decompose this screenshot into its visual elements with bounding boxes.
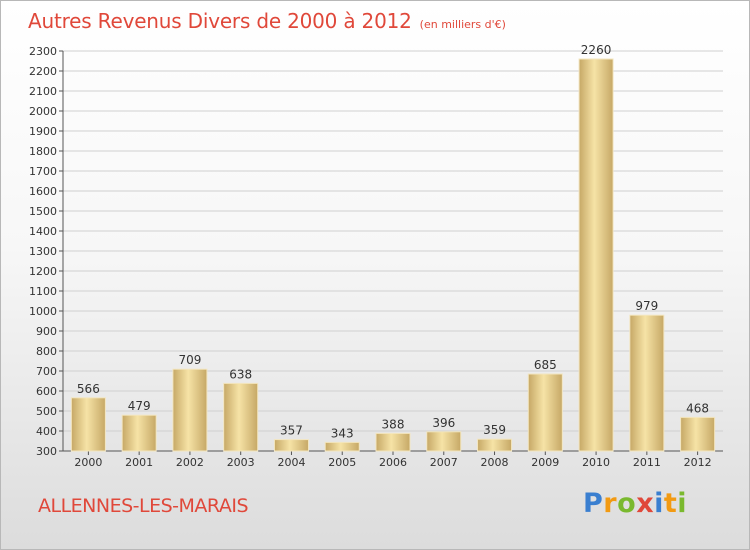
bar-2009 bbox=[527, 373, 563, 452]
y-tick-label: 300 bbox=[36, 445, 57, 458]
x-tick-label-2005: 2005 bbox=[328, 456, 356, 469]
y-tick-label: 1000 bbox=[29, 305, 57, 318]
y-tick-label: 800 bbox=[36, 345, 57, 358]
data-label-2008: 359 bbox=[483, 423, 506, 437]
grid-lines bbox=[63, 50, 723, 452]
y-tick-label: 2000 bbox=[29, 105, 57, 118]
y-tick-label: 600 bbox=[36, 385, 57, 398]
x-tick-label-2010: 2010 bbox=[582, 456, 610, 469]
y-tick-label: 1500 bbox=[29, 205, 57, 218]
logo-letter: i bbox=[677, 488, 688, 519]
y-tick-label: 1800 bbox=[29, 145, 57, 158]
bar-2010 bbox=[578, 58, 614, 452]
x-tick-label-2000: 2000 bbox=[74, 456, 102, 469]
chart-title-text: Autres Revenus Divers de 2000 à 2012 bbox=[28, 9, 412, 33]
logo-letter: r bbox=[603, 488, 618, 519]
bar-2006 bbox=[375, 432, 411, 452]
x-tick-label-2002: 2002 bbox=[176, 456, 204, 469]
y-tick-label: 1300 bbox=[29, 245, 57, 258]
x-tick-label-2008: 2008 bbox=[481, 456, 509, 469]
bar-2011 bbox=[629, 314, 665, 452]
y-tick-label: 1900 bbox=[29, 125, 57, 138]
data-label-2002: 709 bbox=[178, 353, 201, 367]
data-label-2007: 396 bbox=[432, 416, 455, 430]
data-label-2003: 638 bbox=[229, 367, 252, 381]
chart-subtitle: (en milliers d'€) bbox=[419, 18, 506, 31]
x-tick-label-2011: 2011 bbox=[633, 456, 661, 469]
data-labels: 566 479 709 638 357 343 388 396 359 685 2260 979 468 bbox=[77, 43, 709, 440]
y-tick-label: 2100 bbox=[29, 85, 57, 98]
place-name: ALLENNES-LES-MARAIS bbox=[38, 495, 249, 517]
logo-letter: x bbox=[636, 488, 655, 519]
y-tick-label: 2200 bbox=[29, 65, 57, 78]
x-tick-label-2012: 2012 bbox=[684, 456, 712, 469]
chart-title: Autres Revenus Divers de 2000 à 2012 (en … bbox=[28, 9, 506, 33]
x-tick-label-2001: 2001 bbox=[125, 456, 153, 469]
data-label-2009: 685 bbox=[534, 358, 557, 372]
bar-2003 bbox=[223, 382, 259, 452]
logo-letter: o bbox=[617, 488, 637, 519]
data-label-2012: 468 bbox=[686, 401, 709, 415]
bar-2001 bbox=[121, 414, 157, 452]
x-tick-label-2007: 2007 bbox=[430, 456, 458, 469]
data-label-2005: 343 bbox=[331, 426, 354, 440]
logo-letter: i bbox=[654, 488, 664, 519]
y-tick-label: 500 bbox=[36, 405, 57, 418]
bar-2004 bbox=[273, 439, 309, 452]
data-label-2006: 388 bbox=[382, 417, 405, 431]
bar-2008 bbox=[477, 438, 513, 452]
data-label-2011: 979 bbox=[635, 299, 658, 313]
y-tick-label: 400 bbox=[36, 425, 57, 438]
y-tick-label: 900 bbox=[36, 325, 57, 338]
y-tick-label: 700 bbox=[36, 365, 57, 378]
data-label-2010: 2260 bbox=[581, 43, 612, 57]
bar-2002 bbox=[172, 368, 208, 452]
logo-letter: P bbox=[583, 488, 604, 519]
x-tick-label-2009: 2009 bbox=[531, 456, 559, 469]
y-tick-label: 2300 bbox=[29, 45, 57, 58]
y-tick-label: 1600 bbox=[29, 185, 57, 198]
proxiti-logo[interactable]: Proxiti bbox=[583, 488, 687, 519]
bar-2007 bbox=[426, 431, 462, 452]
bar-2005 bbox=[324, 441, 360, 452]
data-label-2001: 479 bbox=[128, 399, 151, 413]
x-tick-label-2006: 2006 bbox=[379, 456, 407, 469]
x-tick-label-2004: 2004 bbox=[277, 456, 305, 469]
logo-letter: t bbox=[663, 488, 678, 519]
x-tick-label-2003: 2003 bbox=[227, 456, 255, 469]
y-tick-label: 1400 bbox=[29, 225, 57, 238]
bar-2000 bbox=[70, 397, 106, 452]
bar-2012 bbox=[680, 416, 716, 452]
data-label-2000: 566 bbox=[77, 382, 100, 396]
y-tick-label: 1200 bbox=[29, 265, 57, 278]
y-tick-label: 1700 bbox=[29, 165, 57, 178]
y-tick-label: 1100 bbox=[29, 285, 57, 298]
data-label-2004: 357 bbox=[280, 424, 303, 438]
bars bbox=[70, 58, 716, 452]
